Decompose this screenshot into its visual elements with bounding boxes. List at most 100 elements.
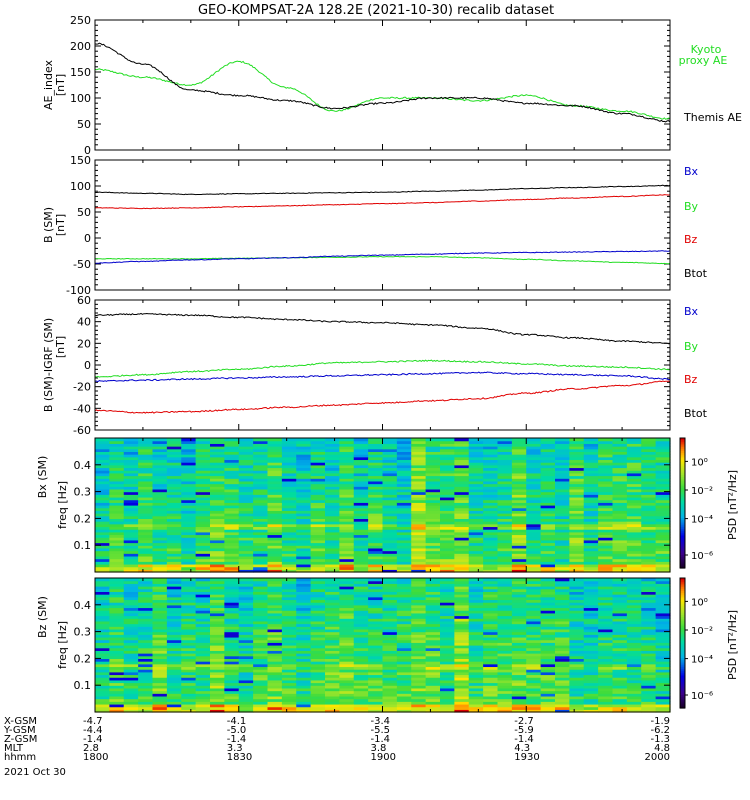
heatmap-cell — [612, 566, 628, 570]
heatmap-cell — [583, 440, 599, 444]
heatmap-cell — [511, 620, 527, 625]
heatmap-cell — [583, 475, 599, 479]
heatmap-cell — [555, 478, 570, 482]
heatmap-cell — [325, 658, 340, 662]
heatmap-cell — [138, 545, 154, 549]
heatmap-cell — [166, 594, 182, 598]
heatmap-cell — [325, 526, 340, 530]
heatmap-cell — [138, 502, 154, 506]
heatmap-cell — [296, 526, 312, 530]
heatmap-cell — [109, 488, 125, 493]
heatmap-cell — [641, 456, 657, 461]
heatmap-cell — [109, 507, 125, 511]
heatmap-cell — [95, 604, 110, 609]
heatmap-cell — [195, 456, 211, 461]
heatmap-cell — [109, 594, 125, 598]
ephem-date: 2021 Oct 30 — [4, 767, 66, 778]
heatmap-cell — [555, 602, 570, 606]
heatmap-cell — [138, 537, 154, 541]
heatmap-cell — [540, 456, 556, 461]
heatmap-cell — [109, 561, 125, 565]
y-tick-label: 0.4 — [74, 459, 92, 472]
heatmap-cell — [440, 623, 455, 627]
heatmap-cell — [598, 655, 614, 659]
heatmap-cell — [181, 578, 197, 582]
heatmap-cell — [152, 555, 168, 560]
heatmap-cell — [181, 642, 197, 646]
heatmap-cell — [281, 658, 297, 662]
heatmap-cell — [569, 464, 585, 469]
heatmap-cell — [238, 443, 254, 447]
heatmap-cell — [440, 655, 455, 659]
heatmap-cell — [109, 515, 125, 519]
heatmap-cell — [95, 661, 110, 665]
heatmap-cell — [296, 529, 312, 533]
heatmap-cell — [281, 539, 297, 544]
heatmap-cell — [497, 454, 513, 458]
heatmap-cell — [210, 547, 225, 552]
heatmap-cell — [497, 491, 513, 495]
heatmap-cell — [296, 658, 312, 662]
heatmap-cell — [569, 709, 585, 713]
heatmap-cell — [109, 658, 125, 662]
heatmap-cell — [195, 645, 211, 649]
heatmap-cell — [253, 634, 269, 638]
heatmap-cell — [238, 561, 254, 565]
heatmap-cell — [396, 610, 412, 614]
heatmap-cell — [468, 578, 484, 582]
heatmap-cell — [569, 588, 585, 592]
heatmap-cell — [181, 488, 197, 493]
colorbar-cell — [680, 524, 685, 528]
heatmap-cell — [224, 518, 240, 522]
heatmap-cell — [368, 529, 384, 533]
heatmap-cell — [511, 639, 527, 643]
heatmap-cell — [382, 496, 398, 501]
heatmap-cell — [655, 690, 671, 694]
heatmap-cell — [540, 655, 556, 659]
heatmap-cell — [497, 594, 513, 598]
heatmap-cell — [238, 623, 254, 627]
heatmap-cell — [95, 505, 110, 509]
heatmap-cell — [440, 513, 455, 517]
heatmap-cell — [468, 709, 484, 713]
heatmap-cell — [267, 443, 283, 447]
heatmap-cell — [425, 693, 441, 697]
heatmap-cell — [281, 693, 297, 697]
heatmap-cell — [641, 615, 657, 619]
heatmap-cell — [411, 438, 427, 442]
heatmap-cell — [425, 663, 441, 668]
heatmap-cell — [310, 631, 326, 635]
heatmap-cell — [468, 607, 484, 611]
heatmap-cell — [396, 563, 412, 568]
heatmap-cell — [540, 615, 556, 619]
heatmap-cell — [468, 586, 484, 590]
heatmap-cell — [109, 537, 125, 541]
heatmap-cell — [440, 470, 455, 474]
heatmap-cell — [511, 499, 527, 503]
heatmap-cell — [181, 475, 197, 479]
heatmap-cell — [598, 483, 614, 487]
heatmap-cell — [511, 555, 527, 560]
heatmap-cell — [626, 558, 642, 562]
heatmap-cell — [655, 642, 671, 646]
colorbar-cell — [680, 591, 685, 594]
heatmap-cell — [95, 703, 110, 708]
heatmap-cell — [425, 494, 441, 498]
heatmap-cell — [655, 645, 671, 649]
heatmap-cell — [109, 470, 125, 474]
heatmap-cell — [152, 583, 168, 587]
heatmap-cell — [210, 491, 225, 495]
heatmap-cell — [224, 607, 240, 611]
heatmap-cell — [468, 620, 484, 625]
heatmap-cell — [109, 542, 125, 546]
heatmap-cell — [526, 698, 542, 702]
heatmap-cell — [109, 663, 125, 668]
heatmap-cell — [598, 588, 614, 592]
heatmap-cell — [224, 655, 240, 659]
heatmap-cell — [339, 486, 355, 490]
heatmap-cell — [483, 486, 499, 490]
heatmap-cell — [655, 454, 671, 458]
heatmap-cell — [497, 695, 513, 700]
heatmap-cell — [123, 561, 139, 565]
heatmap-cell — [626, 612, 642, 617]
